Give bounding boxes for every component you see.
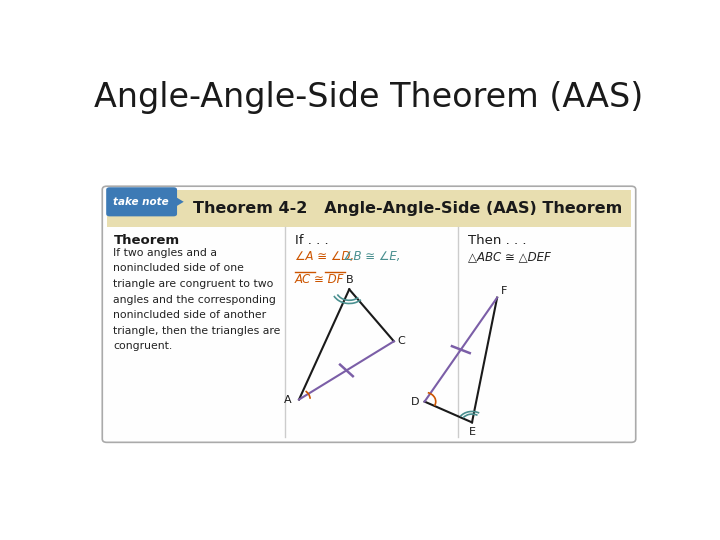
- Text: A: A: [284, 395, 291, 404]
- Text: Theorem 4-2   Angle-Angle-Side (AAS) Theorem: Theorem 4-2 Angle-Angle-Side (AAS) Theor…: [193, 201, 623, 216]
- Text: Theorem: Theorem: [114, 234, 179, 247]
- FancyBboxPatch shape: [107, 190, 631, 227]
- Text: ∠A ≅ ∠D,: ∠A ≅ ∠D,: [295, 250, 358, 263]
- Text: E: E: [469, 427, 475, 437]
- Text: B: B: [346, 275, 353, 285]
- Text: D: D: [410, 396, 419, 407]
- Text: △ABC ≅ △DEF: △ABC ≅ △DEF: [468, 250, 551, 263]
- Text: ∠B ≅ ∠E,: ∠B ≅ ∠E,: [343, 250, 400, 263]
- Text: take note: take note: [112, 197, 168, 207]
- FancyBboxPatch shape: [102, 186, 636, 442]
- Text: Then . . .: Then . . .: [468, 234, 527, 247]
- Text: If two angles and a
nonincluded side of one
triangle are congruent to two
angles: If two angles and a nonincluded side of …: [114, 248, 281, 352]
- Text: C: C: [397, 336, 405, 346]
- FancyBboxPatch shape: [106, 187, 177, 217]
- Text: AC ≅ DF: AC ≅ DF: [295, 273, 344, 286]
- Polygon shape: [174, 196, 184, 208]
- Text: If . . .: If . . .: [295, 234, 329, 247]
- Text: Angle-Angle-Side Theorem (AAS): Angle-Angle-Side Theorem (AAS): [94, 82, 644, 114]
- Text: F: F: [501, 286, 508, 296]
